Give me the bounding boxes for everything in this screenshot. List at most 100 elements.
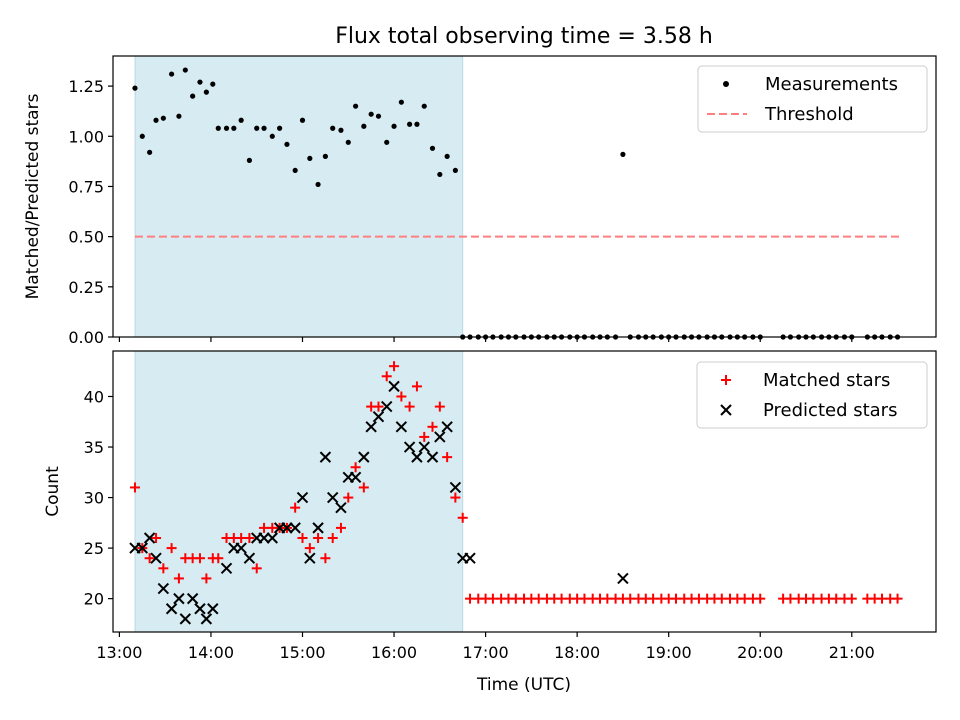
measurement-point: [223, 125, 230, 131]
matched-point: [166, 543, 177, 554]
bottom-ytick-label: 20: [84, 590, 104, 609]
legend-matched-label: Matched stars: [763, 370, 890, 391]
matched-point: [434, 401, 445, 412]
matched-point: [381, 371, 392, 382]
predicted-point: [235, 542, 247, 554]
observing-span-top: [134, 55, 464, 338]
predicted-point: [304, 552, 316, 564]
measurement-point: [444, 153, 450, 159]
matched-point: [335, 522, 346, 533]
measurement-point: [132, 85, 138, 91]
matched-point: [411, 381, 422, 392]
matched-stars-series: [129, 361, 903, 604]
top-ytick-label: 0.50: [68, 228, 104, 247]
bottom-xtick-label: 13:00: [96, 643, 142, 662]
measurement-point: [299, 117, 306, 123]
top-y-ticks: 0.00 0.25 0.50 0.75 1.00 1.25: [68, 77, 113, 347]
predicted-point: [395, 421, 408, 433]
predicted-point: [289, 522, 301, 534]
matched-point: [419, 431, 430, 442]
predicted-point: [179, 613, 192, 625]
predicted-point: [165, 603, 178, 615]
measurement-point: [429, 145, 436, 151]
measurement-point: [452, 167, 458, 174]
bottom-x-ticks: 13:00 14:00 15:00 16:00 17:00 18:00 19:00 20:00…: [96, 632, 875, 662]
measurement-point: [421, 103, 427, 109]
predicted-point: [441, 421, 453, 433]
matched-point: [404, 401, 415, 412]
matched-point: [350, 462, 361, 473]
legend-measurements-marker: [723, 81, 729, 87]
predicted-point: [319, 451, 332, 463]
measurement-point: [197, 79, 203, 85]
measurement-point: [330, 125, 336, 131]
matched-point: [151, 532, 162, 543]
matched-point: [373, 401, 384, 412]
predicted-point: [173, 592, 185, 605]
predicted-point: [243, 552, 256, 564]
measurement-point: [190, 93, 196, 99]
matched-point: [327, 532, 338, 543]
predicted-point: [281, 522, 293, 534]
matched-point: [313, 532, 324, 543]
predicted-point: [372, 410, 385, 423]
measurement-point: [315, 181, 321, 188]
predicted-point: [186, 592, 199, 605]
predicted-point: [296, 491, 309, 504]
measurement-point: [414, 121, 420, 127]
bottom-xtick-label: 18:00: [554, 643, 600, 662]
bottom-xtick-label: 17:00: [463, 643, 509, 662]
bottom-y-ticks: 20 25 30 35 40: [84, 387, 113, 609]
bottom-y-axis-label: Count: [43, 466, 63, 517]
measurement-point: [384, 139, 390, 145]
matched-point: [389, 361, 400, 372]
bottom-xtick-label: 16:00: [371, 643, 417, 662]
legend-threshold-label: Threshold: [764, 104, 854, 125]
predicted-point: [617, 572, 629, 585]
bottom-xtick-label: 21:00: [829, 643, 875, 662]
measurement-point: [182, 67, 188, 73]
bottom-ytick-label: 25: [84, 539, 104, 558]
predicted-point: [449, 481, 462, 494]
legend-predicted-label: Predicted stars: [763, 400, 897, 421]
matched-point: [892, 593, 903, 604]
measurement-point: [261, 125, 267, 131]
matched-point: [846, 593, 857, 604]
bottom-xtick-label: 19:00: [646, 643, 692, 662]
chart-title: Flux total observing time = 3.58 h: [335, 24, 713, 49]
measurement-point: [153, 117, 159, 123]
bottom-ytick-label: 30: [84, 489, 104, 508]
measurement-point: [307, 155, 313, 161]
predicted-point: [411, 451, 423, 463]
measurement-point: [238, 117, 244, 123]
predicted-point: [426, 451, 439, 463]
bottom-legend: Matched stars Predicted stars: [696, 361, 928, 429]
top-legend-box: [697, 65, 928, 133]
predicted-point: [194, 603, 206, 615]
matched-point: [304, 543, 315, 554]
measurement-point: [231, 125, 237, 131]
top-y-axis-label: Matched/Predicted stars: [23, 93, 43, 299]
matched-point: [194, 553, 205, 564]
matched-point: [201, 573, 212, 584]
observing-span-bottom: [134, 350, 464, 633]
legend-predicted-marker: [720, 404, 732, 416]
predicted-point: [418, 441, 430, 453]
predicted-point: [220, 562, 233, 575]
bottom-legend-box: [696, 361, 928, 429]
measurement-point: [277, 125, 283, 131]
predicted-point: [266, 532, 278, 544]
top-ytick-label: 1.00: [68, 127, 104, 146]
legend-measurements-label: Measurements: [765, 74, 898, 95]
measurement-point: [322, 153, 328, 159]
matched-point: [129, 482, 140, 493]
measurement-point: [203, 89, 209, 95]
measurement-point: [375, 113, 382, 119]
matched-point: [173, 573, 184, 584]
measurement-point: [160, 115, 166, 121]
predicted-point: [312, 522, 324, 534]
matched-point: [290, 502, 301, 513]
predicted-point: [143, 532, 156, 544]
measurement-point: [345, 139, 351, 145]
